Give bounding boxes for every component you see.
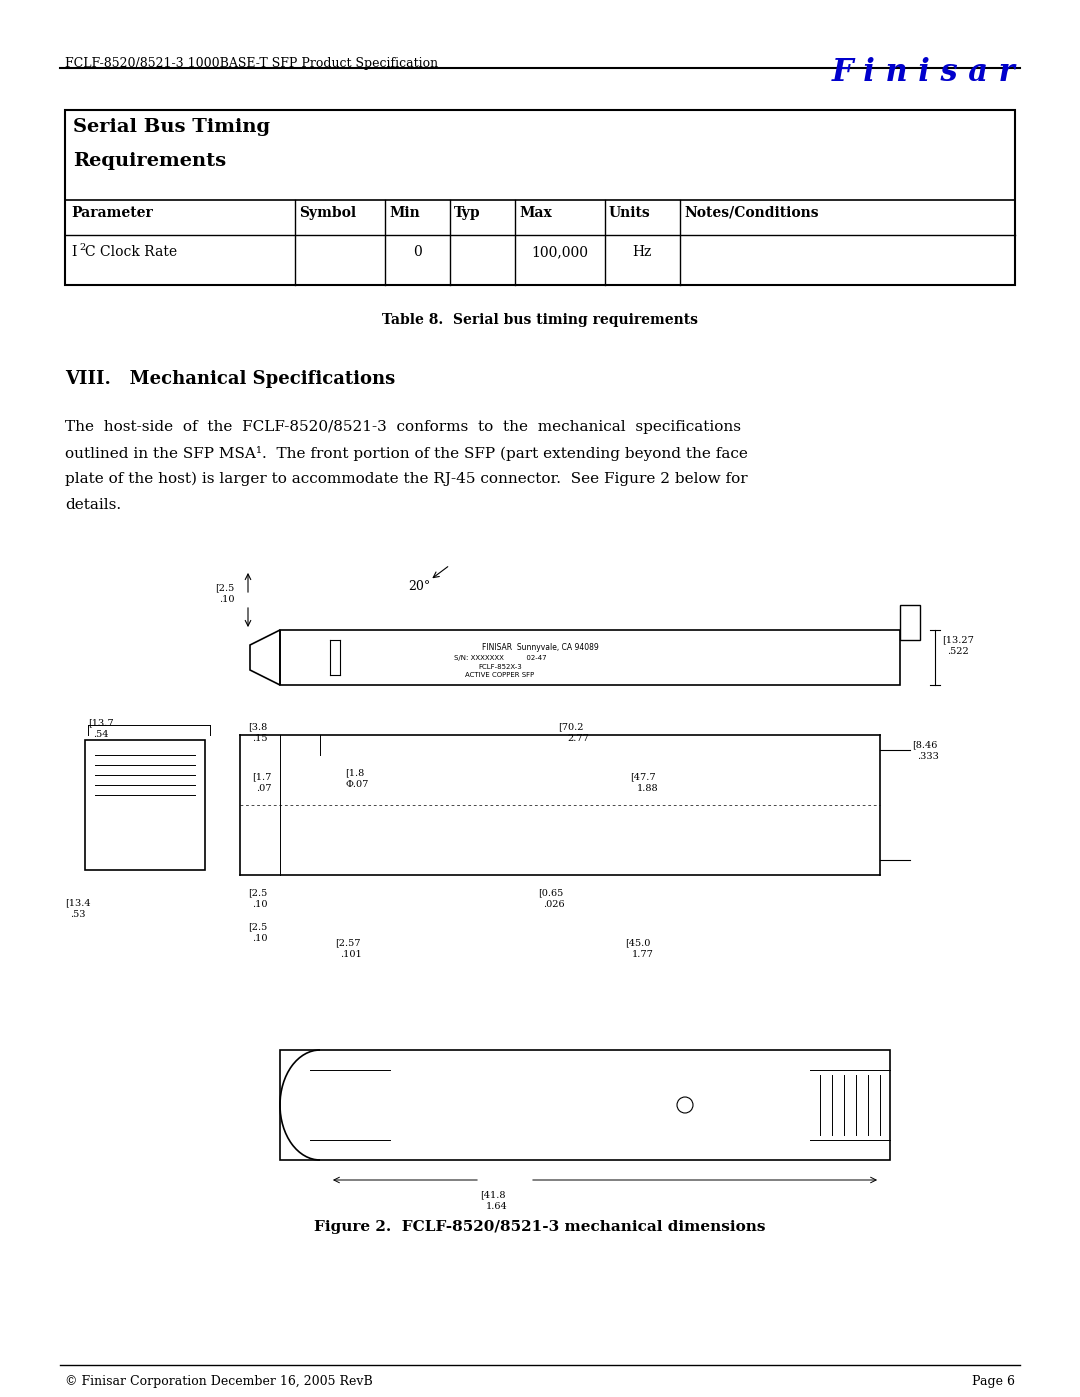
Text: .54: .54	[93, 731, 108, 739]
Text: [13.4: [13.4	[65, 898, 91, 907]
Bar	[900, 605, 920, 640]
Text: .522: .522	[947, 647, 969, 657]
Text: C Clock Rate: C Clock Rate	[85, 244, 177, 258]
Text: Parameter: Parameter	[71, 205, 152, 219]
Text: I: I	[71, 244, 77, 258]
Text: [2.5: [2.5	[248, 888, 267, 897]
Text: .15: .15	[252, 733, 268, 743]
Text: [2.5: [2.5	[215, 584, 234, 592]
Bar	[65, 110, 1015, 285]
Text: Serial Bus Timing: Serial Bus Timing	[73, 117, 270, 136]
Text: 1.88: 1.88	[637, 784, 659, 793]
Bar	[280, 630, 900, 685]
Text: .026: .026	[543, 900, 565, 909]
Text: Typ: Typ	[454, 205, 481, 219]
Text: F i n i s a r: F i n i s a r	[832, 57, 1015, 88]
Text: Table 8.  Serial bus timing requirements: Table 8. Serial bus timing requirements	[382, 313, 698, 327]
Text: [0.65: [0.65	[538, 888, 564, 897]
Text: [3.8: [3.8	[248, 722, 267, 731]
Text: Hz: Hz	[633, 244, 651, 258]
Text: [70.2: [70.2	[558, 722, 583, 731]
Text: Figure 2.  FCLF-8520/8521-3 mechanical dimensions: Figure 2. FCLF-8520/8521-3 mechanical di…	[314, 1220, 766, 1234]
Text: [13.7: [13.7	[87, 718, 113, 726]
Text: Notes/Conditions: Notes/Conditions	[684, 205, 819, 219]
Text: 2.77: 2.77	[567, 733, 589, 743]
Text: .10: .10	[219, 595, 234, 605]
Text: [13.27: [13.27	[942, 636, 974, 644]
Text: 1.77: 1.77	[632, 950, 653, 958]
Text: Symbol: Symbol	[299, 205, 356, 219]
Text: plate of the host) is larger to accommodate the RJ-45 connector.  See Figure 2 b: plate of the host) is larger to accommod…	[65, 472, 747, 486]
Text: Min: Min	[389, 205, 420, 219]
Text: FINISAR  Sunnyvale, CA 94089: FINISAR Sunnyvale, CA 94089	[482, 644, 598, 652]
Text: FCLF-852X-3: FCLF-852X-3	[478, 664, 522, 671]
Text: outlined in the SFP MSA¹.  The front portion of the SFP (part extending beyond t: outlined in the SFP MSA¹. The front port…	[65, 446, 747, 461]
Text: .53: .53	[70, 909, 85, 919]
Text: 100,000: 100,000	[531, 244, 589, 258]
Text: [2.5: [2.5	[248, 922, 267, 930]
Bar	[280, 1051, 890, 1160]
Text: [1.7: [1.7	[252, 773, 271, 781]
Text: [8.46: [8.46	[912, 740, 937, 749]
Text: [41.8: [41.8	[480, 1190, 505, 1199]
Text: VIII.   Mechanical Specifications: VIII. Mechanical Specifications	[65, 370, 395, 388]
Text: Requirements: Requirements	[73, 152, 226, 170]
Text: .10: .10	[252, 935, 268, 943]
Text: Max: Max	[519, 205, 552, 219]
Text: Φ.07: Φ.07	[345, 780, 368, 789]
Text: 0: 0	[413, 244, 421, 258]
Text: [1.8: [1.8	[345, 768, 364, 777]
Text: ACTIVE COPPER SFP: ACTIVE COPPER SFP	[465, 672, 535, 678]
Text: Page 6: Page 6	[972, 1375, 1015, 1389]
Text: 2: 2	[79, 243, 85, 251]
Text: .10: .10	[252, 900, 268, 909]
Text: [45.0: [45.0	[625, 937, 650, 947]
Text: .101: .101	[340, 950, 362, 958]
Text: The  host-side  of  the  FCLF-8520/8521-3  conforms  to  the  mechanical  specif: The host-side of the FCLF-8520/8521-3 co…	[65, 420, 741, 434]
Text: [47.7: [47.7	[630, 773, 656, 781]
Text: 1.64: 1.64	[486, 1201, 508, 1211]
Text: details.: details.	[65, 497, 121, 511]
Text: [2.57: [2.57	[335, 937, 361, 947]
Bar	[85, 740, 205, 870]
Text: .07: .07	[256, 784, 271, 793]
Text: .333: .333	[917, 752, 939, 761]
Text: © Finisar Corporation December 16, 2005 RevB: © Finisar Corporation December 16, 2005 …	[65, 1375, 373, 1389]
Text: S/N: XXXXXXX          02-47: S/N: XXXXXXX 02-47	[454, 655, 546, 661]
Text: FCLF-8520/8521-3 1000BASE-T SFP Product Specification: FCLF-8520/8521-3 1000BASE-T SFP Product …	[65, 57, 438, 70]
Text: 20°: 20°	[408, 581, 430, 594]
Text: Units: Units	[609, 205, 651, 219]
